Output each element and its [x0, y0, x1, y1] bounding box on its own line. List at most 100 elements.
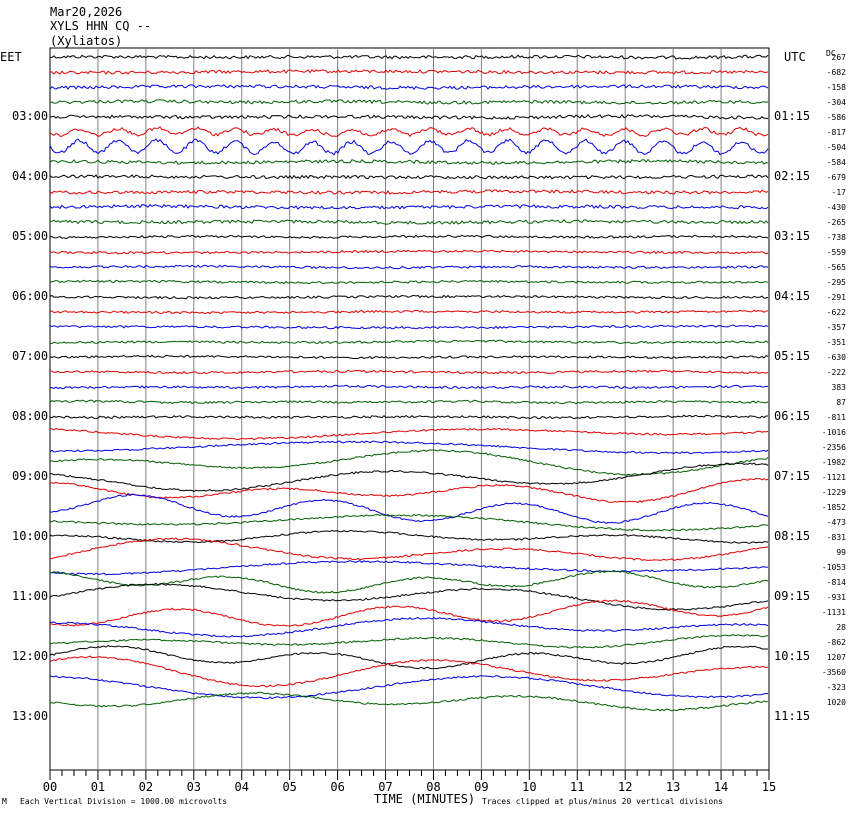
seismic-trace [49, 354, 769, 360]
seismic-trace [49, 339, 769, 345]
left-hour-label: 13:00 [12, 709, 49, 723]
dc-offset-label: -295 [826, 278, 846, 287]
scale-note: Each Vertical Division = 1000.00 microvo… [20, 797, 228, 806]
right-hour-label: 11:15 [774, 709, 811, 723]
dc-offset-label: -862 [826, 638, 846, 647]
seismic-trace [49, 529, 769, 544]
seismic-trace [49, 138, 769, 156]
x-tick-label: 11 [570, 780, 584, 794]
seismic-trace [49, 294, 769, 300]
seismic-trace [50, 513, 769, 532]
dc-offset-label: -630 [826, 353, 846, 362]
seismic-trace [49, 234, 769, 240]
dc-offset-label: -559 [826, 248, 846, 257]
dc-offset-label: -1053 [821, 563, 846, 572]
x-tick-label: 02 [139, 780, 153, 794]
x-tick-label: 00 [43, 780, 57, 794]
x-tick-label: 06 [330, 780, 344, 794]
dc-offset-label: -811 [826, 413, 846, 422]
dc-offset-label: -222 [826, 368, 846, 377]
left-hour-label: 11:00 [12, 589, 49, 603]
dc-offset-label: -584 [826, 158, 846, 167]
dc-offset-label: -3560 [821, 668, 846, 677]
dc-offset-label: -682 [826, 68, 846, 77]
seismic-trace [49, 691, 769, 712]
seismic-trace [49, 158, 769, 165]
x-tick-label: 07 [378, 780, 392, 794]
seismic-trace [49, 634, 769, 649]
dc-offset-label: -831 [826, 533, 846, 542]
clip-note: Traces clipped at plus/minus 20 vertical… [482, 797, 723, 806]
seismic-trace [49, 126, 769, 138]
left-hour-label: 03:00 [12, 109, 49, 123]
dc-offset-label: -1982 [821, 458, 846, 467]
dc-offset-label: 267 [831, 53, 846, 62]
right-hour-label: 02:15 [774, 169, 811, 183]
x-tick-label: 13 [666, 780, 680, 794]
seismic-trace [49, 493, 769, 524]
seismic-trace [49, 462, 769, 493]
plot-frame [49, 47, 770, 771]
dc-offset-label: -679 [826, 173, 846, 182]
left-hour-label: 07:00 [12, 349, 49, 363]
dc-offset-label: -1121 [821, 473, 846, 482]
left-hour-label: 08:00 [12, 409, 49, 423]
dc-offset-label: 28 [836, 623, 846, 632]
seismic-trace [49, 174, 769, 180]
dc-offset-label: -817 [826, 128, 846, 137]
seismic-trace [49, 427, 769, 441]
dc-offset-label: -158 [826, 83, 846, 92]
seismic-trace [49, 414, 768, 420]
left-hour-label: 12:00 [12, 649, 49, 663]
corner-mark: M [2, 797, 7, 806]
dc-offset-label: -504 [826, 143, 846, 152]
x-tick-label: 01 [91, 780, 105, 794]
right-hour-label: 09:15 [774, 589, 811, 603]
seismic-trace [49, 324, 769, 330]
seismic-trace [49, 369, 769, 375]
dc-offset-label: -1852 [821, 503, 846, 512]
left-hour-label: 06:00 [12, 289, 49, 303]
dc-offset-label: -738 [826, 233, 846, 242]
left-hour-label: 10:00 [12, 529, 49, 543]
dc-offset-label: -351 [826, 338, 846, 347]
right-hour-label: 06:15 [774, 409, 811, 423]
right-zone-label: UTC [784, 50, 806, 64]
x-tick-label: 08 [426, 780, 440, 794]
right-hour-label: 07:15 [774, 469, 811, 483]
seismic-trace [49, 440, 769, 455]
seismic-trace [49, 219, 769, 225]
seismic-trace [49, 599, 769, 627]
dc-offset-label: -1016 [821, 428, 846, 437]
dc-offset-label: -473 [826, 518, 846, 527]
seismic-trace [49, 264, 769, 270]
dc-offset-label: -430 [826, 203, 846, 212]
seismic-trace [49, 54, 769, 60]
dc-offset-label: -323 [826, 683, 846, 692]
x-tick-label: 10 [522, 780, 536, 794]
seismic-trace [49, 189, 769, 195]
x-tick-label: 12 [618, 780, 632, 794]
seismic-trace [49, 655, 769, 688]
dc-offset-label: -2356 [821, 443, 846, 452]
dc-offset-label: 1207 [826, 653, 846, 662]
seismic-trace [49, 203, 769, 210]
dc-offset-label: -622 [826, 308, 846, 317]
seismic-trace [49, 570, 769, 594]
seismic-trace [49, 616, 769, 638]
x-tick-label: 04 [235, 780, 249, 794]
x-tick-label: 03 [187, 780, 201, 794]
seismic-trace [49, 537, 769, 562]
dc-offset-label: 87 [836, 398, 846, 407]
station-label: XYLS HHN CQ -- [50, 19, 152, 33]
right-hour-label: 10:15 [774, 649, 811, 663]
right-hour-label: 01:15 [774, 109, 811, 123]
left-zone-label: EET [0, 50, 22, 64]
dc-offset-label: -1131 [821, 608, 846, 617]
dc-offset-label: -565 [826, 263, 846, 272]
seismic-trace [49, 675, 769, 700]
seismic-trace [49, 99, 769, 105]
x-tick-label: 05 [282, 780, 296, 794]
seismic-trace [49, 84, 769, 90]
